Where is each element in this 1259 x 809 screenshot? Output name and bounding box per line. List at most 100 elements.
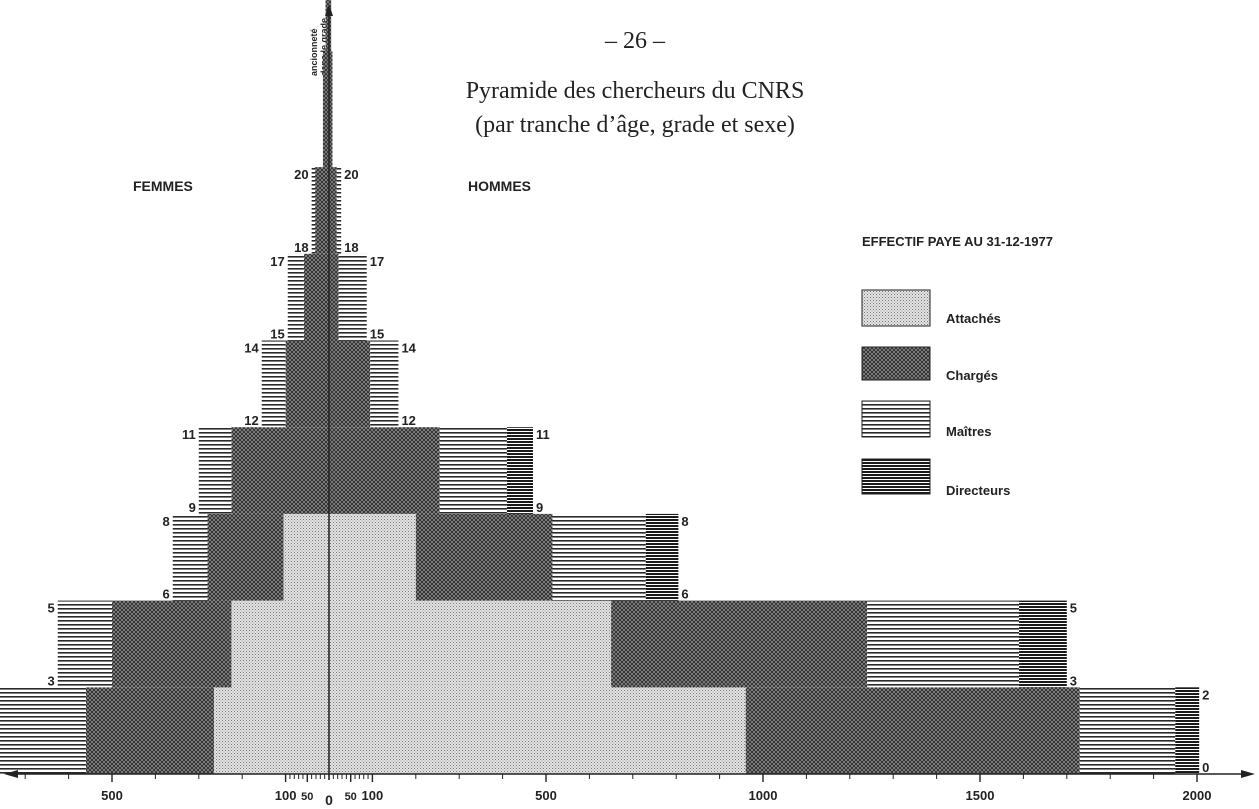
bar-hommes-directeurs-0-2 <box>1175 687 1200 774</box>
y-axis-label-line1: ancionneté <box>309 28 319 76</box>
bar-hommes-charges-15-17 <box>329 253 339 341</box>
bar-hommes-maitres-18-20 <box>336 167 342 254</box>
legend-label-charges: Chargés <box>946 368 998 383</box>
bar-hommes-charges-3-5 <box>611 600 868 688</box>
bar-hommes-charges-6-8 <box>415 513 553 601</box>
bar-hommes-maitres-6-8 <box>552 513 646 601</box>
bar-hommes-maitres-3-5 <box>867 600 1020 688</box>
x-zero-label: 0 <box>325 792 333 808</box>
bar-hommes-maitres-15-17 <box>338 253 367 341</box>
x-tick-label-femmes-500: 500 <box>101 788 123 803</box>
x-tick-label-hommes-1500: 1500 <box>966 788 995 803</box>
bar-hommes-charges-9-11 <box>329 427 440 514</box>
horizontal-axis-arrow-right <box>1241 770 1255 778</box>
band-label-left-20: 20 <box>294 167 308 182</box>
legend-label-attaches: Attachés <box>946 311 1001 326</box>
legend-swatch-charges <box>861 346 931 381</box>
bar-femmes-attaches-0-2 <box>213 687 329 774</box>
band-label-right-9: 9 <box>536 500 543 515</box>
band-label-right-0: 0 <box>1202 760 1209 775</box>
band-label-left-18: 18 <box>294 240 308 255</box>
band-label-right-12: 12 <box>401 413 415 428</box>
horizontal-axis-arrow-left <box>4 770 18 778</box>
band-label-right-8: 8 <box>681 514 688 529</box>
bar-femmes-charges-12-14 <box>285 340 329 428</box>
legend-label-directeurs: Directeurs <box>946 483 1010 498</box>
band-label-left-12: 12 <box>244 413 258 428</box>
band-label-left-6: 6 <box>163 587 170 602</box>
bar-hommes-attaches-6-8 <box>329 513 416 601</box>
vertical-axis-arrow <box>325 4 333 16</box>
bar-hommes-directeurs-6-8 <box>645 513 679 601</box>
bar-hommes-directeurs-3-5 <box>1019 600 1067 688</box>
bar-hommes-charges-25-29 <box>329 0 332 52</box>
bar-femmes-charges-15-17 <box>303 253 329 341</box>
band-label-left-9: 9 <box>189 500 196 515</box>
bar-femmes-maitres-9-11 <box>198 427 232 514</box>
x-tick-label-hommes-1000: 1000 <box>749 788 778 803</box>
band-label-right-15: 15 <box>370 327 384 342</box>
bar-hommes-charges-18-20 <box>329 167 337 254</box>
legend: EFFECTIF PAYE AU 31-12-1977 Attachés Cha… <box>861 234 1053 498</box>
bar-hommes-directeurs-9-11 <box>506 427 533 514</box>
bar-femmes-maitres-6-8 <box>172 513 208 601</box>
band-label-right-14: 14 <box>401 341 416 356</box>
bar-femmes-charges-25-29 <box>325 0 329 52</box>
band-label-right-17: 17 <box>370 254 384 269</box>
x-tick-label-hommes-500: 500 <box>535 788 557 803</box>
bar-femmes-maitres-0-2 <box>0 687 86 774</box>
band-label-left-11: 11 <box>182 427 196 442</box>
band-label-right-6: 6 <box>681 587 688 602</box>
bar-femmes-charges-18-20 <box>315 167 329 254</box>
pyramid-bars <box>0 0 1200 774</box>
y-axis-label-line2: dans le grade <box>319 18 329 76</box>
x-axis-ticks: 50 100 500 1000 1500 2000 500 100 50 <box>24 774 1212 803</box>
bar-femmes-maitres-15-17 <box>287 253 304 341</box>
band-label-left-15: 15 <box>270 327 284 342</box>
band-label-left-17: 17 <box>270 254 284 269</box>
bar-hommes-charges-0-2 <box>745 687 1080 774</box>
bar-femmes-maitres-3-5 <box>57 600 112 688</box>
bar-hommes-charges-12-14 <box>329 340 371 428</box>
bar-femmes-charges-0-2 <box>85 687 214 774</box>
x-tick-label-femmes-100: 100 <box>275 788 297 803</box>
bar-femmes-charges-3-5 <box>112 600 232 688</box>
bar-hommes-maitres-12-14 <box>370 340 399 428</box>
band-label-right-5: 5 <box>1070 601 1077 616</box>
hommes-label: HOMMES <box>468 178 531 194</box>
band-label-right-18: 18 <box>344 240 358 255</box>
legend-swatch-directeurs <box>861 458 931 495</box>
bar-hommes-maitres-9-11 <box>439 427 507 514</box>
bar-femmes-attaches-3-5 <box>231 600 329 688</box>
band-label-left-5: 5 <box>48 601 55 616</box>
chart-title: Pyramide des chercheurs du CNRS <box>466 78 805 104</box>
x-tick-label-hommes-50: 50 <box>345 791 357 803</box>
band-label-right-2: 2 <box>1202 687 1209 702</box>
axes <box>4 4 1255 780</box>
chart-subtitle: (par tranche d’âge, grade et sexe) <box>475 112 795 138</box>
page-number: – 26 – <box>604 28 666 54</box>
band-label-right-20: 20 <box>344 167 358 182</box>
bar-femmes-charges-6-8 <box>207 513 284 601</box>
x-tick-label-hommes-2000: 2000 <box>1183 788 1212 803</box>
band-label-right-11: 11 <box>536 427 550 442</box>
x-tick-label-hommes-100: 100 <box>362 788 384 803</box>
band-label-left-8: 8 <box>163 514 170 529</box>
bar-femmes-charges-9-11 <box>231 427 329 514</box>
band-labels: 0022335566889911111212141415151717181820… <box>48 167 1210 775</box>
legend-swatch-maitres <box>861 400 931 438</box>
bar-hommes-charges-21-24 <box>329 51 333 168</box>
band-label-left-3: 3 <box>48 673 55 688</box>
femmes-label: FEMMES <box>133 178 193 194</box>
legend-label-maitres: Maîtres <box>946 424 992 439</box>
bar-femmes-charges-21-24 <box>322 51 329 168</box>
x-tick-label-femmes-50: 50 <box>301 791 313 803</box>
bar-hommes-maitres-0-2 <box>1079 687 1176 774</box>
bar-femmes-maitres-12-14 <box>261 340 286 428</box>
bar-hommes-attaches-3-5 <box>329 600 612 688</box>
band-label-left-14: 14 <box>244 341 259 356</box>
legend-title: EFFECTIF PAYE AU 31-12-1977 <box>862 234 1053 249</box>
bar-femmes-attaches-6-8 <box>283 513 329 601</box>
bar-hommes-attaches-0-2 <box>329 687 746 774</box>
